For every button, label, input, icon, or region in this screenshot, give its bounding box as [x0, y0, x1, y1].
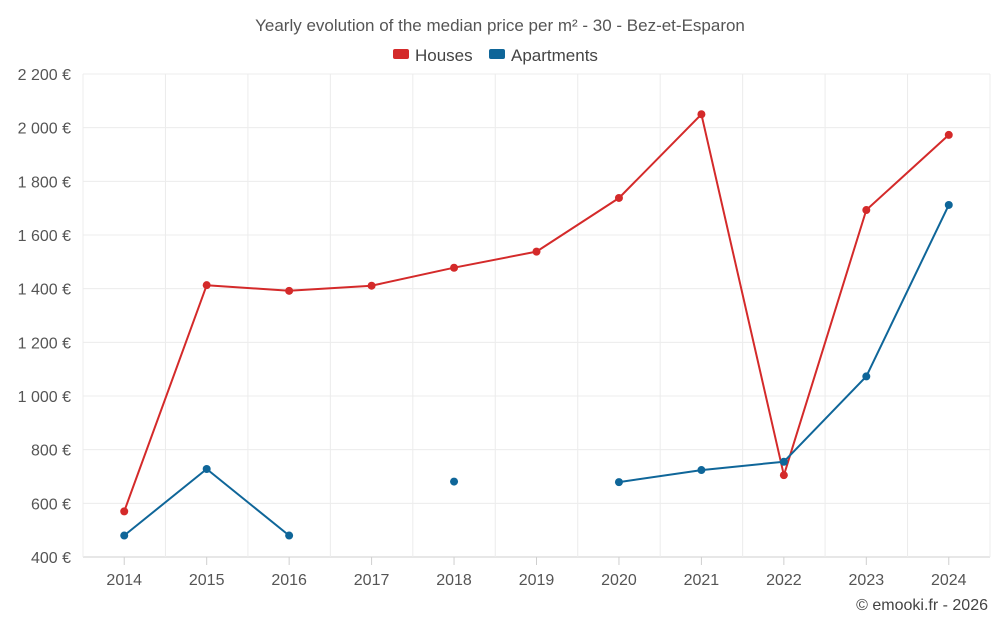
credit-text: © emooki.fr - 2026: [856, 597, 988, 614]
data-point-apartments: [202, 464, 211, 473]
series-houses: [120, 110, 953, 516]
x-tick-label: 2018: [436, 572, 472, 589]
y-tick-label: 1 600 €: [18, 228, 71, 245]
series-line-apartments: [618, 204, 950, 484]
data-point-apartments: [120, 531, 129, 540]
series-line-apartments: [123, 468, 290, 537]
data-point-apartments: [862, 372, 871, 381]
y-tick-label: 1 800 €: [18, 174, 71, 191]
x-tick-label: 2015: [189, 572, 225, 589]
y-tick-label: 2 200 €: [18, 67, 71, 84]
y-tick-label: 2 000 €: [18, 121, 71, 138]
y-tick-label: 1 400 €: [18, 282, 71, 299]
x-tick-label: 2023: [849, 572, 885, 589]
legend-label-apartments: Apartments: [511, 46, 598, 65]
x-tick-label: 2019: [519, 572, 555, 589]
data-point-houses: [862, 206, 871, 215]
data-point-houses: [532, 247, 541, 256]
y-tick-label: 1 200 €: [18, 335, 71, 352]
y-tick-label: 1 000 €: [18, 389, 71, 406]
legend-item-apartments: Apartments: [489, 46, 598, 65]
data-point-apartments: [450, 477, 459, 486]
chart-title: Yearly evolution of the median price per…: [255, 16, 745, 35]
data-point-houses: [697, 110, 706, 119]
y-tick-label: 800 €: [31, 443, 71, 460]
data-point-apartments: [614, 478, 623, 487]
data-point-houses: [367, 281, 376, 290]
legend-item-houses: Houses: [393, 46, 473, 65]
x-tick-label: 2016: [271, 572, 307, 589]
data-point-houses: [202, 281, 211, 290]
legend-label-houses: Houses: [415, 46, 473, 65]
data-point-apartments: [944, 200, 953, 209]
legend: Houses Apartments: [393, 46, 598, 65]
series-apartments: [120, 200, 953, 540]
x-tick-label: 2020: [601, 572, 637, 589]
data-point-houses: [944, 130, 953, 139]
y-axis: 400 € 600 € 800 € 1 000 € 1 200 € 1 400 € 1 60…: [18, 67, 71, 567]
data-point-apartments: [779, 457, 788, 466]
x-tick-label: 2017: [354, 572, 390, 589]
x-tick-label: 2024: [931, 572, 967, 589]
legend-swatch-apartments: [489, 49, 505, 59]
series-layer: [120, 110, 953, 540]
x-axis: 2014 2015 2016 2017 2018 2019 2020 2021 2022 2023…: [106, 557, 967, 589]
data-point-houses: [450, 263, 459, 272]
x-tick-label: 2022: [766, 572, 802, 589]
x-tick-label: 2021: [684, 572, 720, 589]
y-tick-label: 400 €: [31, 550, 71, 567]
y-tick-label: 600 €: [31, 496, 71, 513]
grid: [82, 73, 991, 558]
legend-swatch-houses: [393, 49, 409, 59]
data-point-apartments: [697, 466, 706, 475]
data-point-houses: [285, 286, 294, 295]
data-point-houses: [779, 471, 788, 480]
x-tick-label: 2014: [106, 572, 142, 589]
data-point-apartments: [285, 531, 294, 540]
data-point-houses: [614, 193, 623, 202]
data-point-houses: [120, 507, 129, 516]
